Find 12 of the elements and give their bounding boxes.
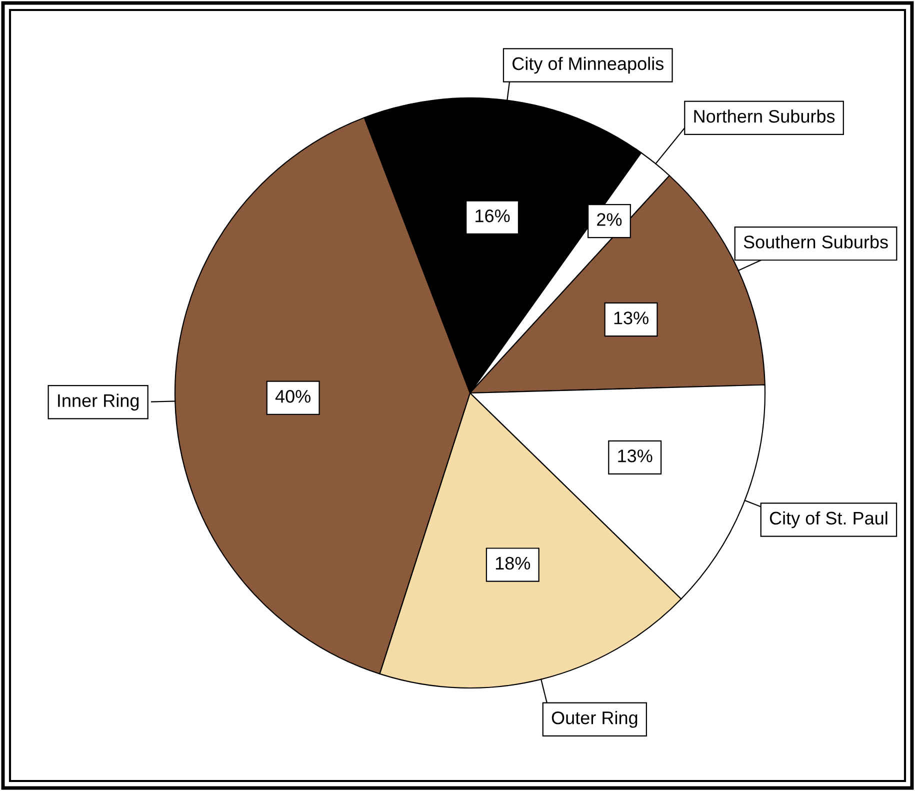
slice-label: Inner Ring bbox=[58, 394, 139, 411]
data-label: 2% bbox=[597, 213, 622, 226]
data-label: 16% bbox=[476, 209, 510, 222]
slice-label: Southern Suburbs bbox=[744, 235, 888, 248]
slice-label: City of Minneapolis bbox=[512, 56, 664, 74]
data-label: 13% bbox=[618, 450, 652, 462]
data-label: 13% bbox=[614, 312, 648, 324]
slice-label: Outer Ring bbox=[552, 710, 638, 728]
data-label: 40% bbox=[275, 390, 310, 403]
data-label: 18% bbox=[496, 556, 530, 570]
slice-label: Northern Suburbs bbox=[694, 109, 835, 123]
slice-label: City of St. Paul bbox=[770, 511, 888, 528]
